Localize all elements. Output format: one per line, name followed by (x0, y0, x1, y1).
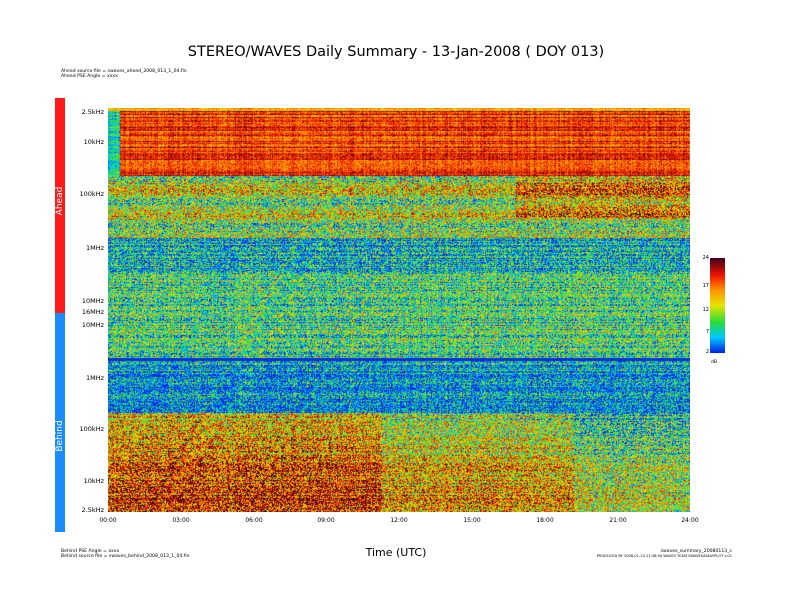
ytick-ahead-2.5khz: 2.5kHz (81, 108, 104, 116)
colorbar-tick-7: 7 (705, 329, 709, 335)
ahead-pse-angle: Ahead PSE Angle = xxxx (61, 74, 118, 79)
ytick-behind-100khz: 100kHz (79, 425, 104, 433)
xtick-0000: 00:00 (99, 517, 117, 524)
ytick-behind-1mhz: 1MHz (85, 374, 104, 382)
x-axis-label: Time (UTC) (365, 546, 427, 559)
xtick-0900: 09:00 (317, 517, 335, 524)
colorbar-tick-24: 24 (702, 255, 709, 261)
production-note: PRODUCED BY 2008-01-13 11:38:00 WAVES TE… (596, 554, 732, 558)
colorbar-tick-17: 17 (702, 283, 709, 289)
xtick-1500: 15:00 (463, 517, 481, 524)
ahead-band-label: Ahead (55, 186, 65, 216)
xtick-0600: 06:00 (245, 517, 263, 524)
colorbar (710, 258, 725, 353)
ytick-behind-2.5khz: 2.5kHz (81, 506, 104, 514)
page-title: STEREO/WAVES Daily Summary - 13-Jan-2008… (187, 44, 605, 60)
summary-file-name: swaves_summary_20080113_c (660, 549, 732, 554)
ahead-source-file: Ahead source file = swaves_ahead_2008_01… (61, 69, 187, 74)
colorbar-tick-12: 12 (702, 307, 709, 313)
ytick-behind-10mhz: 10MHz (81, 321, 104, 329)
dynamic-spectrum (108, 108, 690, 512)
ytick-ahead-1mhz: 1MHz (85, 244, 104, 252)
xtick-2100: 21:00 (609, 517, 627, 524)
colorbar-unit: dB (711, 360, 718, 365)
ytick-ahead-16mhz: 16MHz (81, 308, 104, 316)
colorbar-tick-2: 2 (705, 349, 709, 355)
behind-pse-angle: Behind PSE Angle = xxxx (61, 549, 120, 554)
xtick-2400: 24:00 (681, 517, 699, 524)
behind-band: Behind (55, 313, 65, 532)
ytick-ahead-100khz: 100kHz (79, 190, 104, 198)
ytick-ahead-10khz: 10kHz (83, 138, 104, 146)
ytick-behind-10khz: 10kHz (83, 477, 104, 485)
xtick-1800: 18:00 (536, 517, 554, 524)
ytick-ahead-10mhz: 10MHz (81, 297, 104, 305)
behind-band-label: Behind (55, 420, 65, 452)
ahead-band: Ahead (55, 98, 65, 313)
xtick-1200: 12:00 (390, 517, 408, 524)
behind-source-file: Behind source file = swaves_behind_2008_… (61, 554, 190, 559)
xtick-0300: 03:00 (172, 517, 190, 524)
